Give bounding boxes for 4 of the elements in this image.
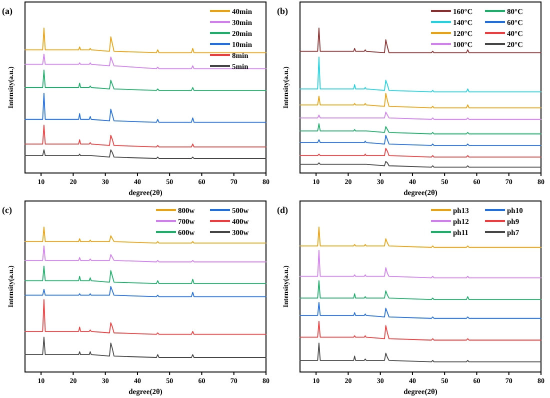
chart-title: (a) bbox=[2, 6, 12, 16]
chart-title: (b) bbox=[277, 6, 288, 16]
chart-title: (c) bbox=[2, 205, 12, 215]
chart-title: (d) bbox=[277, 205, 288, 215]
